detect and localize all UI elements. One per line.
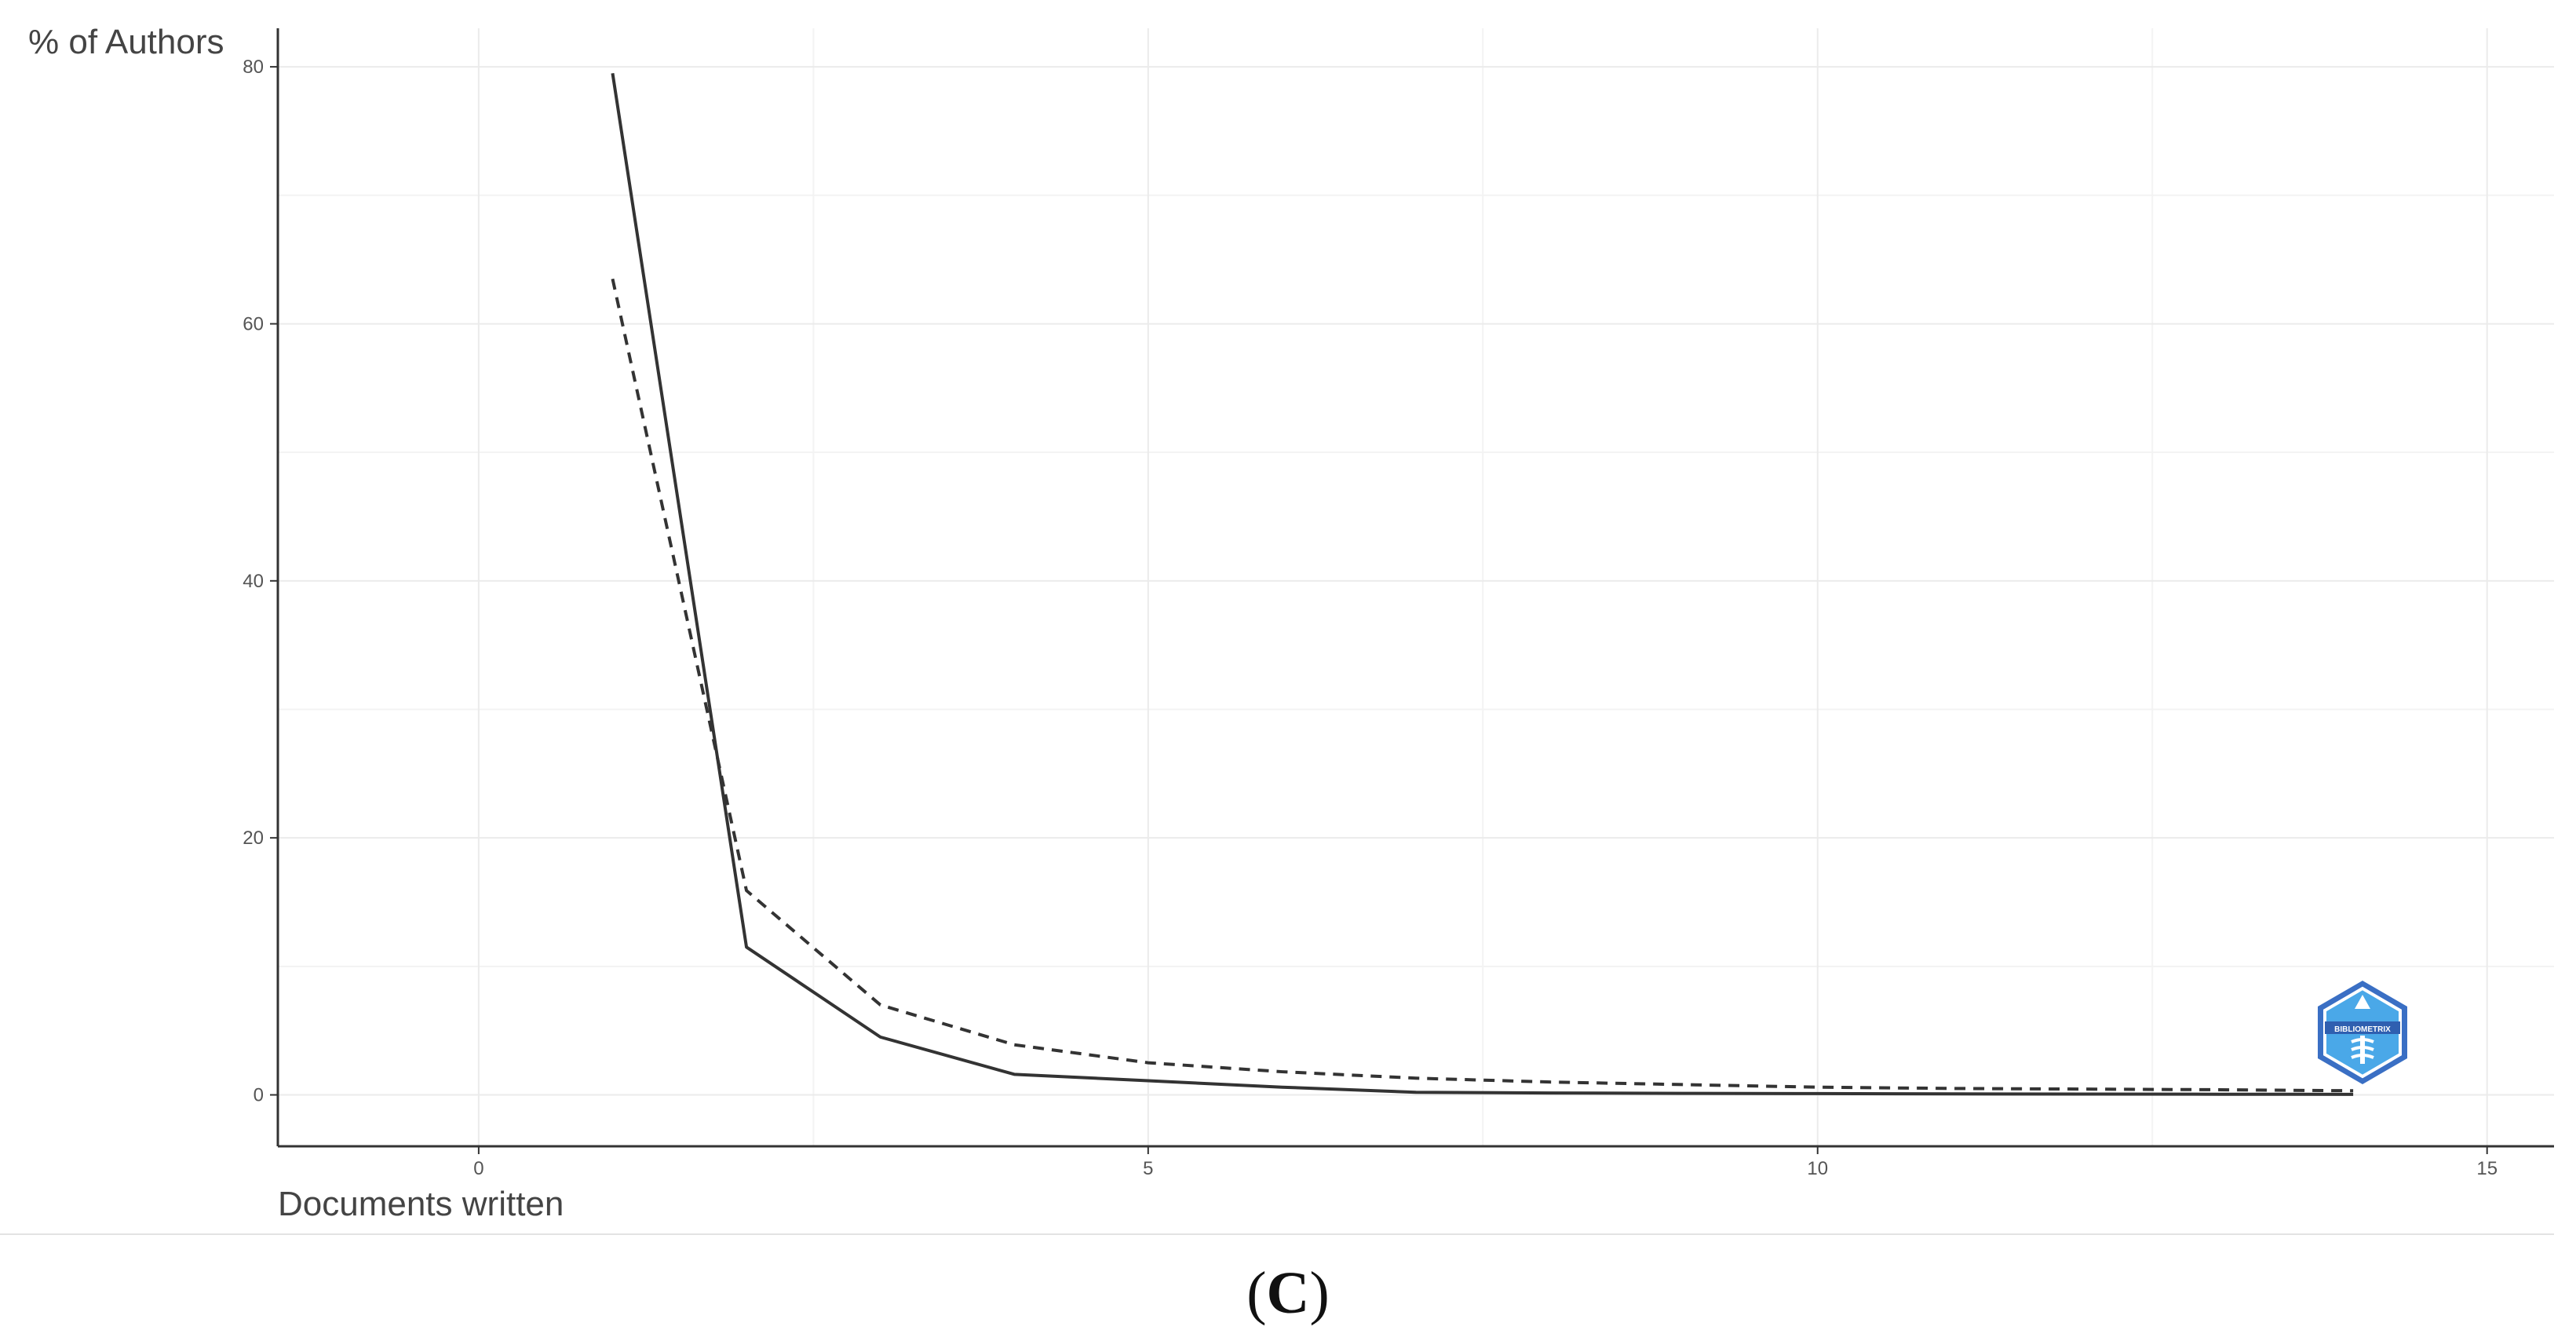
logo-text: BIBLIOMETRIX [2334, 1025, 2391, 1034]
plot-panel [278, 0, 2554, 1146]
x-tick-label: 0 [473, 1158, 483, 1179]
x-axis-title: Documents written [278, 1185, 564, 1223]
panel-label-letter: C [1267, 1260, 1310, 1326]
y-tick-label: 80 [243, 57, 264, 78]
y-axis-title: % of Authors [28, 23, 224, 61]
series-layer [611, 72, 2354, 1096]
y-tick-label: 40 [243, 571, 264, 592]
grid-lines [278, 28, 2554, 1146]
panel-label: (C) [1246, 1260, 1330, 1326]
panel-label-open: ( [1246, 1260, 1266, 1326]
solid-series-line [611, 72, 2354, 1096]
x-tick-label: 15 [2476, 1158, 2498, 1179]
x-tick-label: 5 [1143, 1158, 1153, 1179]
x-tick-label: 10 [1807, 1158, 1828, 1179]
y-tick-label: 0 [254, 1085, 264, 1106]
bibliometrix-logo-icon: BIBLIOMETRIX [2318, 981, 2407, 1084]
panel-label-close: ) [1309, 1260, 1329, 1326]
y-tick-label: 20 [243, 828, 264, 849]
y-tick-label: 60 [243, 313, 264, 334]
axis-ticks: 0 5 10 15 0 20 40 60 80 [243, 57, 2498, 1179]
